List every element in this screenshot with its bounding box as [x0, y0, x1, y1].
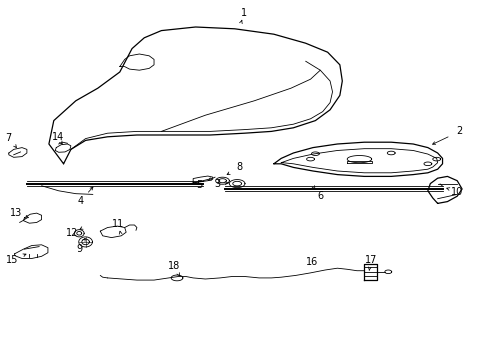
Text: 6: 6 — [317, 191, 323, 201]
Text: 18: 18 — [167, 261, 180, 271]
Text: 4: 4 — [78, 196, 83, 206]
Text: 1: 1 — [241, 8, 247, 18]
Text: 17: 17 — [364, 255, 376, 265]
Text: 8: 8 — [236, 162, 242, 172]
Text: 14: 14 — [51, 132, 64, 142]
Text: 16: 16 — [305, 257, 318, 267]
Text: 3: 3 — [214, 179, 220, 189]
Text: 7: 7 — [6, 132, 12, 143]
Text: 2: 2 — [456, 126, 462, 136]
Text: 5: 5 — [196, 180, 202, 190]
Text: 10: 10 — [450, 186, 463, 197]
Text: 13: 13 — [9, 208, 22, 218]
Text: 12: 12 — [66, 228, 79, 238]
Text: 11: 11 — [112, 219, 124, 229]
Text: 9: 9 — [76, 244, 82, 254]
Text: 15: 15 — [6, 255, 19, 265]
